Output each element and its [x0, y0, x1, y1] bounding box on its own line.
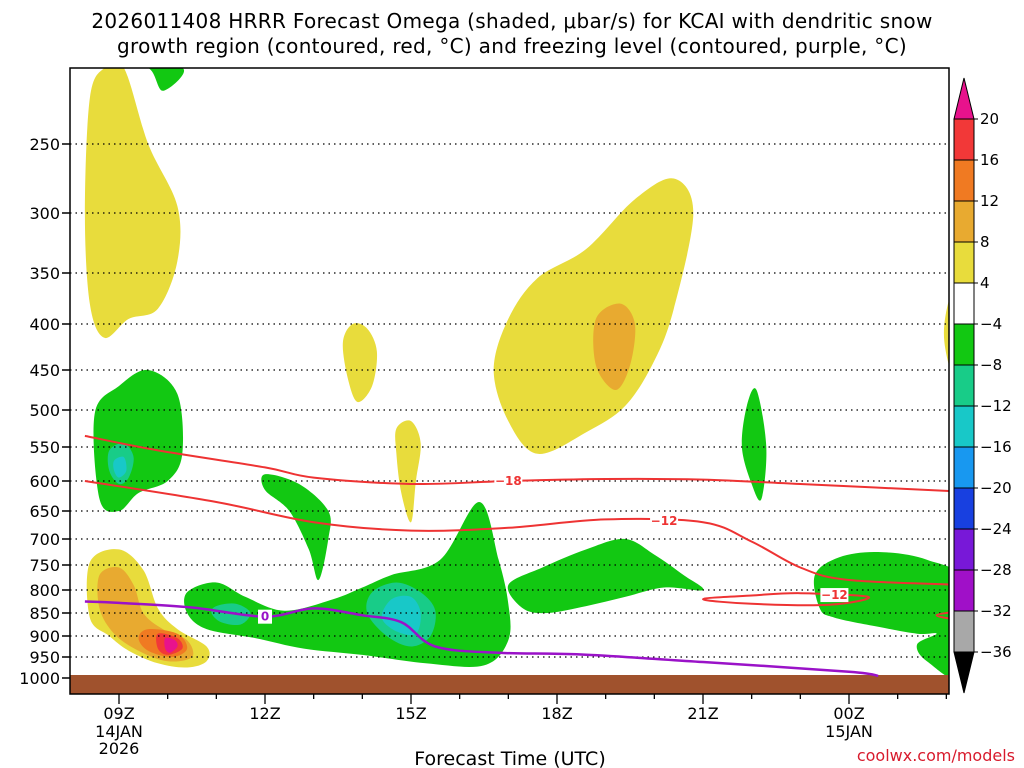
colorbar-label: 20	[980, 110, 999, 128]
y-tick-label: 600	[29, 472, 60, 491]
omega-shading-layer	[84, 68, 949, 678]
y-tick-label: 1000	[19, 669, 60, 688]
chart-title-line-2: growth region (contoured, red, °C) and f…	[117, 34, 907, 58]
y-tick-label: 550	[29, 438, 60, 457]
colorbar-label: −36	[980, 643, 1012, 661]
y-tick-label: 250	[29, 135, 60, 154]
colorbar-label: 8	[980, 233, 990, 251]
chart-title-line-1: 2026011408 HRRR Forecast Omega (shaded, …	[91, 9, 932, 33]
dgz-contour-line	[84, 480, 949, 586]
y-tick-label: 500	[29, 401, 60, 420]
y-tick-label: 700	[29, 530, 60, 549]
omega-region-right-mid-negative	[507, 538, 704, 614]
colorbar-label: −16	[980, 438, 1012, 456]
colorbar-label: 16	[980, 151, 999, 169]
x-tick-label: 21Z	[687, 704, 718, 723]
omega-region-upper-positive	[84, 68, 181, 338]
pressure-axis: 250 300 350 400 450 500 550 600 650 700 750 800 850 9…	[19, 135, 70, 688]
colorbar-label: 4	[980, 274, 990, 292]
x-tick-date: 15JAN	[825, 722, 873, 741]
omega-region-small-positive-a	[342, 323, 378, 403]
y-tick-label: 450	[29, 361, 60, 380]
dgz-contour-label: −12	[651, 514, 678, 528]
colorbar-label: −12	[980, 397, 1012, 415]
omega-region-upper-right-positive-core	[593, 303, 636, 390]
colorbar-label: −20	[980, 479, 1012, 497]
dgz-contour-label: −18	[495, 474, 522, 488]
colorbar-bin	[953, 364, 975, 407]
colorbar-bin	[953, 200, 975, 243]
plot-frame	[69, 67, 950, 695]
ground-surface	[70, 675, 949, 694]
colorbar-label: −8	[980, 356, 1002, 374]
colorbar-bin	[953, 651, 975, 694]
x-tick-label: 09Z	[103, 704, 134, 723]
x-tick-label: 15Z	[395, 704, 426, 723]
y-tick-label: 750	[29, 556, 60, 575]
y-tick-label: 350	[29, 264, 60, 283]
x-tick-year: 2026	[99, 739, 140, 758]
source-credit: coolwx.com/models	[857, 746, 1015, 765]
omega-region-streak-negative	[261, 474, 331, 581]
omega-region-lower-mid-negative-peak	[381, 595, 421, 636]
colorbar-bin	[953, 77, 975, 120]
y-tick-label: 800	[29, 581, 60, 600]
colorbar-label: −4	[980, 315, 1002, 333]
x-tick-label: 18Z	[541, 704, 572, 723]
dgz-contour-line	[701, 592, 871, 607]
omega-region-top-negative	[114, 68, 185, 91]
dgz-contour-label-bg	[820, 588, 849, 603]
omega-colorbar: 20 16 12 8 4 −4 −8 −12 −16 −20 −24 −28 −32 −36	[953, 77, 1012, 694]
dgz-contour-line	[935, 611, 949, 620]
omega-region-lower-positive-peak	[164, 637, 178, 653]
dgz-contour-line	[84, 434, 949, 493]
colorbar-label: −24	[980, 520, 1012, 538]
dgz-contour-label-bg	[650, 514, 679, 529]
colorbar-bin	[953, 487, 975, 530]
x-tick-label: 00Z	[833, 704, 864, 723]
y-tick-label: 650	[29, 502, 60, 521]
colorbar-bin	[953, 405, 975, 448]
y-tick-label: 900	[29, 627, 60, 646]
colorbar-bin	[953, 241, 975, 284]
y-tick-label: 850	[29, 604, 60, 623]
colorbar-bin	[953, 569, 975, 612]
freezing-level-label-bg	[258, 609, 272, 624]
x-tick-label: 12Z	[249, 704, 280, 723]
freezing-level-label: 0	[261, 610, 269, 624]
colorbar-bin	[953, 323, 975, 366]
colorbar-label: −32	[980, 602, 1012, 620]
colorbar-label: 12	[980, 192, 999, 210]
colorbar-bin	[953, 118, 975, 161]
omega-region-upper-right-positive	[493, 178, 694, 454]
omega-region-mid-negative-peak	[113, 456, 127, 478]
colorbar-bin	[953, 528, 975, 571]
x-tick-date: 14JAN	[95, 722, 143, 741]
freezing-level-line	[84, 600, 879, 678]
y-tick-label: 950	[29, 648, 60, 667]
omega-region-far-right-positive	[943, 300, 949, 366]
temperature-contours-layer: −18 −12 −12 0	[84, 434, 949, 678]
colorbar-label: −28	[980, 561, 1012, 579]
x-axis-label: Forecast Time (UTC)	[414, 748, 605, 768]
colorbar-bin	[953, 610, 975, 653]
omega-region-right-small-negative	[741, 388, 767, 501]
dgz-contour-label-bg	[494, 474, 523, 488]
colorbar-bin	[953, 446, 975, 489]
colorbar-bin	[953, 159, 975, 202]
omega-region-small-positive-b	[395, 420, 421, 523]
y-tick-label: 400	[29, 315, 60, 334]
dgz-contour-label: −12	[821, 588, 848, 602]
y-tick-label: 300	[29, 204, 60, 223]
colorbar-bin	[953, 282, 975, 325]
